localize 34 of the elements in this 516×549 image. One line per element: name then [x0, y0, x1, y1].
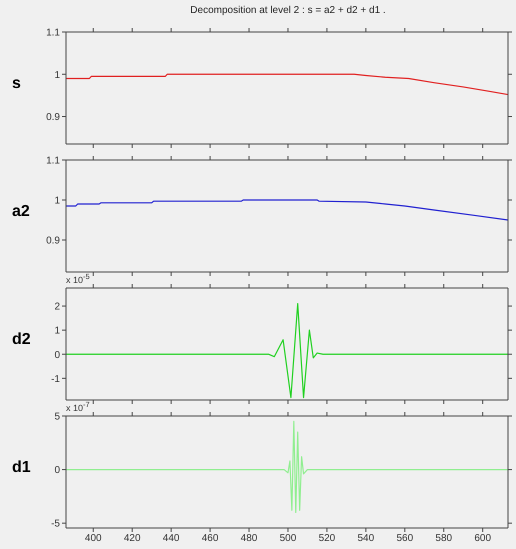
line-series — [66, 420, 508, 514]
y-tick-label: 1 — [54, 70, 60, 81]
annotation: x 10$^{-7}$ — [66, 400, 90, 413]
y-tick-label: 0 — [54, 465, 60, 476]
y-axis-title: d2 — [12, 330, 31, 350]
x-tick-label: 560 — [396, 533, 414, 544]
chart-title: Decomposition at level 2 : s = a2 + d2 + d1 . — [189, 4, 387, 18]
y-tick-label: 1 — [54, 326, 60, 337]
y-axis-title: s — [12, 74, 21, 94]
y-tick-label: -1 — [51, 374, 60, 385]
y-tick-label: 1 — [54, 196, 60, 207]
x-tick-label: 600 — [474, 533, 492, 544]
x-tick-label: 400 — [84, 533, 102, 544]
x-tick-label: 480 — [240, 533, 258, 544]
y-tick-label: 0.9 — [46, 236, 60, 247]
y-tick-label: 2 — [54, 302, 60, 313]
line-series — [66, 74, 508, 96]
y-tick-label: 0 — [54, 350, 60, 361]
y-tick-label: -5 — [51, 518, 60, 530]
y-tick-label: 1.1 — [46, 28, 60, 39]
y-axis-title: d1 — [12, 458, 31, 478]
annotation: x 10$^{-5}$ — [66, 272, 90, 285]
x-tick-label: 520 — [318, 533, 336, 544]
line-series — [66, 199, 508, 221]
x-tick-label: 580 — [435, 533, 453, 544]
x-tick-label: 500 — [280, 533, 297, 544]
x-tick-label: 540 — [358, 533, 375, 544]
y-axis-title: a2 — [12, 202, 30, 222]
y-tick-label: 5 — [54, 412, 60, 423]
y-tick-label: 0.9 — [46, 112, 60, 124]
x-tick-label: 460 — [202, 533, 219, 544]
x-tick-label: 440 — [162, 533, 180, 544]
x-tick-label: 420 — [124, 533, 141, 544]
y-tick-label: 1.1 — [46, 156, 60, 167]
